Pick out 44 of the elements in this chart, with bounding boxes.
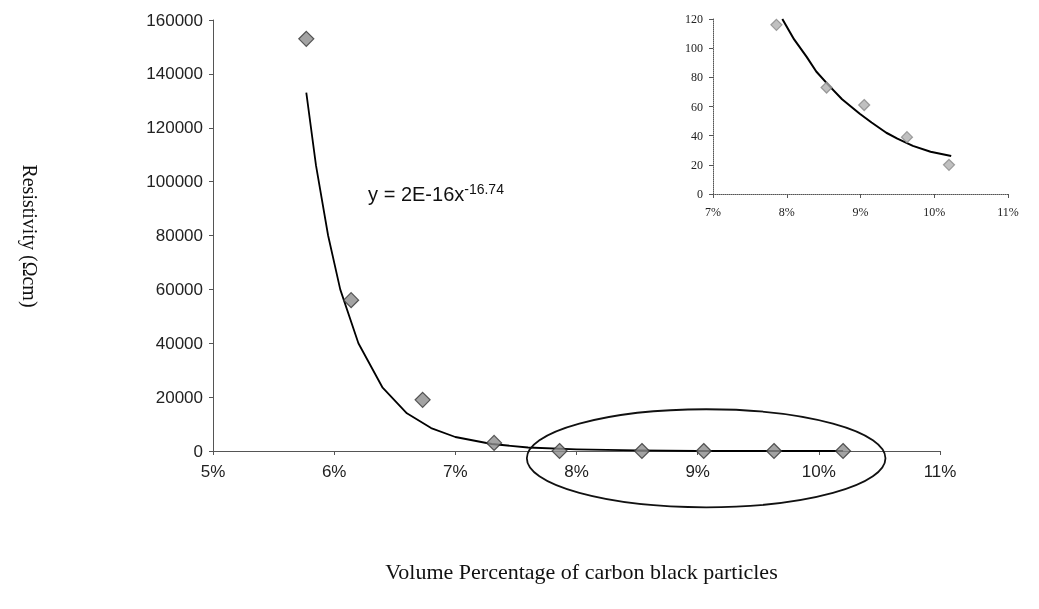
x-tick-label: 7%: [705, 205, 721, 219]
x-tick-label: 9%: [685, 462, 710, 481]
y-tick-label: 80000: [155, 226, 203, 245]
y-tick-label: 120000: [146, 118, 203, 138]
x-tick-label: 11%: [923, 462, 957, 481]
x-tick-label: 8%: [778, 205, 795, 219]
point: [695, 442, 712, 460]
point: [765, 442, 783, 460]
y-axis-title: Resistivity (Ωcm): [18, 164, 41, 308]
point: [486, 434, 503, 452]
x-tick-label: 8%: [564, 462, 589, 481]
y-tick-label: 100: [685, 41, 703, 56]
point: [820, 81, 833, 94]
point: [770, 18, 783, 31]
y-tick-label: 80: [691, 70, 703, 85]
x-tick-label: 5%: [200, 462, 226, 481]
x-tick-label: 11%: [997, 205, 1019, 219]
y-tick-label: 60: [691, 99, 703, 114]
point: [551, 442, 568, 460]
point: [834, 442, 852, 460]
y-tick-label: 20000: [155, 387, 203, 407]
point: [942, 158, 956, 171]
y-tick-label: 160000: [146, 10, 203, 30]
x-tick-label: 10%: [923, 205, 946, 219]
y-tick-label: 0: [697, 187, 703, 201]
y-tick-label: 40: [691, 128, 703, 143]
x-tick-label: 10%: [801, 462, 836, 481]
x-tick-label: 7%: [443, 462, 468, 481]
point: [343, 292, 360, 309]
y-tick-label: 120: [685, 12, 703, 26]
y-tick-label: 20: [691, 157, 703, 172]
y-tick-label: 60000: [155, 279, 203, 299]
point: [414, 391, 431, 408]
point: [900, 131, 914, 144]
x-tick-label: 9%: [852, 205, 869, 219]
point: [858, 98, 871, 112]
y-tick-label: 140000: [146, 64, 203, 84]
y-tick-label: 100000: [146, 172, 203, 192]
x-tick-label: 6%: [321, 462, 347, 481]
x-axis-title: Volume Percentage of carbon black particles: [385, 558, 778, 584]
y-tick-label: 0: [193, 441, 203, 461]
point: [298, 30, 315, 47]
y-tick-label: 40000: [155, 333, 203, 353]
point: [633, 442, 651, 460]
